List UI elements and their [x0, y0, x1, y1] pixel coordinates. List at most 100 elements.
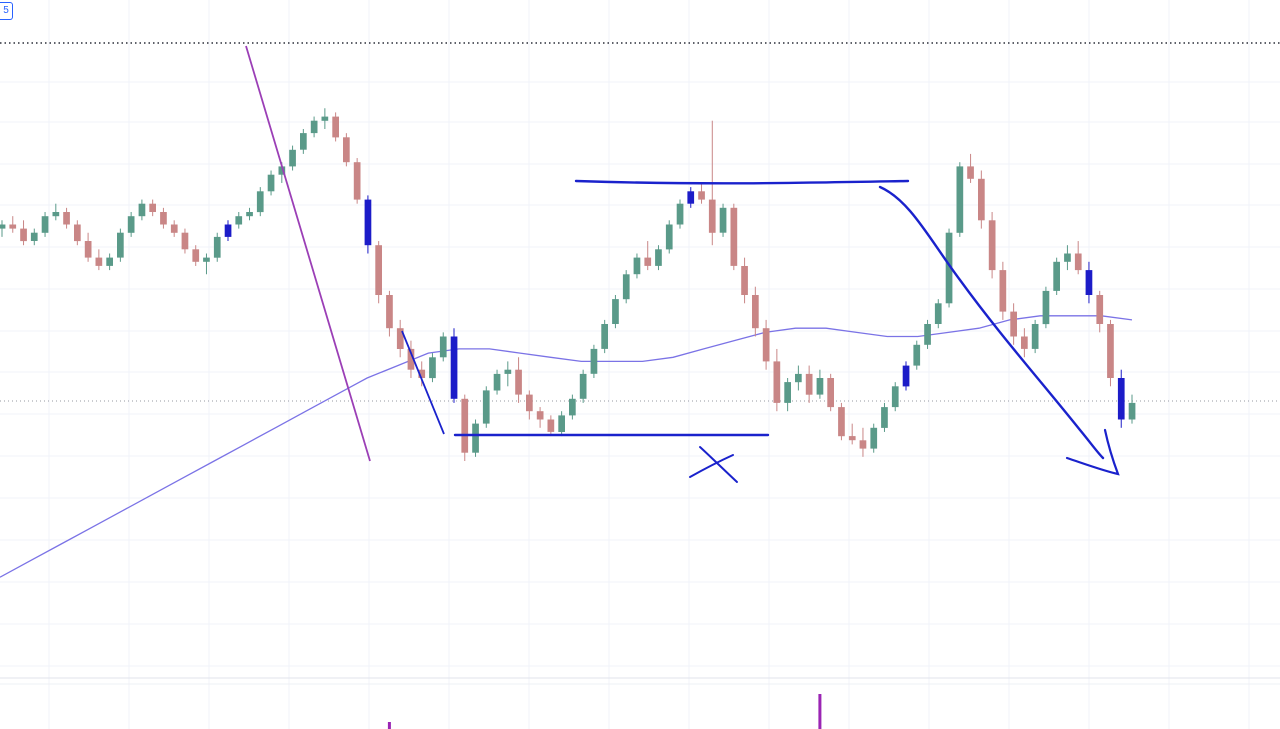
volume-bar [387, 722, 391, 729]
candle [192, 245, 200, 266]
candle [558, 411, 565, 437]
candle-body [924, 324, 931, 345]
candle [407, 340, 415, 378]
candle-body [0, 224, 6, 229]
candle-body [579, 373, 587, 399]
x-mark-stroke-1 [699, 446, 738, 483]
candle-body [558, 415, 565, 432]
descending-trend-line[interactable] [878, 185, 1105, 460]
candlesticks [0, 108, 1136, 461]
candle-body [138, 203, 146, 217]
candle [1010, 303, 1017, 345]
candle [924, 319, 931, 349]
candle [590, 344, 598, 378]
moving-average-line [0, 315, 1133, 578]
moving-average [0, 315, 1133, 578]
candle [891, 382, 899, 412]
candle-body [536, 411, 544, 420]
trendline-drop-2[interactable] [401, 330, 445, 435]
candle-body [655, 249, 662, 266]
candle [127, 212, 135, 237]
candle-body [816, 378, 824, 395]
candle [719, 203, 727, 237]
candle-body [41, 216, 49, 233]
candle [493, 369, 501, 395]
candle [999, 261, 1007, 320]
candle-body [1053, 261, 1060, 291]
candle-body [988, 220, 996, 271]
candle-body [676, 203, 684, 225]
candle [181, 228, 189, 254]
candle-body [160, 212, 167, 225]
candle-body [622, 274, 630, 300]
candle-body [752, 295, 759, 329]
candle-body [1010, 311, 1017, 337]
candle [945, 228, 953, 308]
candle-body [999, 270, 1007, 312]
candle [224, 220, 232, 242]
interval-badge[interactable]: 5 [0, 2, 13, 20]
candle [149, 199, 156, 217]
candle [246, 207, 253, 221]
candle [762, 319, 770, 370]
candle-body [612, 299, 619, 324]
candle [300, 129, 307, 154]
candle [396, 319, 404, 358]
candle-body [20, 228, 27, 242]
candle [170, 220, 178, 237]
candle [332, 112, 339, 142]
candle [978, 170, 985, 229]
candle-body [956, 166, 964, 233]
candle-body [687, 191, 695, 204]
candle-body [289, 149, 296, 167]
candle-body [644, 257, 652, 266]
candle [848, 423, 856, 445]
candle-body [633, 257, 641, 275]
candle [386, 290, 393, 337]
candle-body [84, 241, 92, 258]
candle [343, 133, 350, 167]
candle [1107, 319, 1114, 387]
candle [418, 361, 426, 387]
candle [612, 295, 619, 329]
candle-body [1064, 253, 1071, 262]
candle-body [1117, 378, 1125, 420]
candle-body [1021, 336, 1028, 349]
candle [138, 199, 146, 221]
candle [1074, 241, 1082, 275]
candle [9, 216, 17, 233]
candle [20, 220, 27, 246]
candle [526, 390, 533, 420]
candle [934, 299, 942, 329]
candle-body [1128, 402, 1136, 420]
candle-body [235, 216, 243, 225]
candle-body [117, 232, 124, 258]
candle-body [472, 423, 479, 453]
resistance-line[interactable] [574, 179, 910, 185]
candle [730, 203, 738, 271]
volume-bar [818, 694, 822, 729]
candle-body [364, 199, 372, 246]
candle [698, 182, 705, 204]
candle [203, 253, 210, 275]
candle-body [149, 203, 156, 212]
candle [579, 369, 587, 403]
candle-body [213, 236, 221, 258]
candle [41, 212, 49, 237]
candle [773, 348, 781, 412]
candle-body [805, 373, 813, 395]
candle [547, 415, 555, 437]
candle [881, 402, 888, 432]
candle-body [1074, 253, 1082, 271]
candle-body [730, 207, 738, 266]
candle [52, 203, 60, 221]
candle-body [784, 382, 791, 403]
candle [0, 220, 6, 237]
candle [1053, 257, 1060, 295]
candle-body [310, 120, 318, 134]
candle [536, 407, 544, 428]
trendline-drop-1[interactable] [245, 45, 371, 462]
candle [84, 232, 92, 262]
